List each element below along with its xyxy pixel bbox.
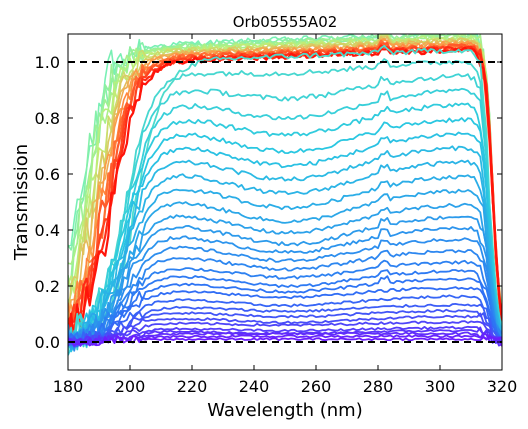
x-axis: 180 200 220 240 260 280 300 320 — [53, 34, 518, 396]
y-tick-label: 0.0 — [35, 333, 60, 352]
series-line — [68, 215, 502, 348]
x-tick-label: 220 — [177, 377, 208, 396]
series-line — [68, 320, 502, 345]
y-axis: 0.0 0.2 0.4 0.6 0.8 1.0 — [35, 53, 502, 352]
y-axis-label: Transmission — [11, 144, 32, 261]
x-tick-label: 180 — [53, 377, 84, 396]
series-line — [68, 202, 502, 345]
series-line — [68, 237, 502, 352]
series-line — [68, 332, 502, 347]
series-line — [68, 46, 502, 339]
series-line — [68, 325, 502, 348]
series-line — [68, 174, 502, 350]
y-tick-label: 0.8 — [35, 109, 60, 128]
x-tick-label: 320 — [487, 377, 518, 396]
series-line — [68, 269, 502, 347]
x-tick-label: 280 — [363, 377, 394, 396]
series-lines — [68, 34, 502, 356]
plot-frame — [67, 33, 503, 371]
series-line — [68, 73, 502, 350]
series-line — [68, 159, 502, 351]
series-line — [68, 102, 502, 350]
series-line — [68, 294, 502, 348]
y-tick-label: 0.4 — [35, 221, 60, 240]
y-tick-label: 1.0 — [35, 53, 60, 72]
chart-title: Orb05555A02 — [233, 13, 338, 31]
series-line — [68, 312, 502, 347]
y-tick-label: 0.2 — [35, 277, 60, 296]
reference-lines — [68, 61, 502, 343]
series-line — [68, 145, 502, 344]
series-line — [68, 34, 502, 317]
x-tick-label: 240 — [239, 377, 270, 396]
series-line — [68, 308, 502, 345]
series-line — [68, 131, 502, 350]
series-line — [68, 331, 502, 347]
series-line — [68, 58, 502, 349]
series-line — [68, 286, 502, 346]
series-line — [68, 275, 502, 345]
x-tick-label: 260 — [301, 377, 332, 396]
series-line — [68, 226, 502, 350]
x-tick-label: 300 — [425, 377, 456, 396]
series-line — [68, 87, 502, 356]
y-tick-label: 0.6 — [35, 165, 60, 184]
series-line — [68, 303, 502, 346]
x-axis-label: Wavelength (nm) — [207, 400, 363, 421]
series-line — [68, 188, 502, 351]
x-tick-label: 200 — [115, 377, 146, 396]
series-line — [68, 34, 502, 325]
series-line — [68, 249, 502, 347]
series-line — [68, 259, 502, 347]
